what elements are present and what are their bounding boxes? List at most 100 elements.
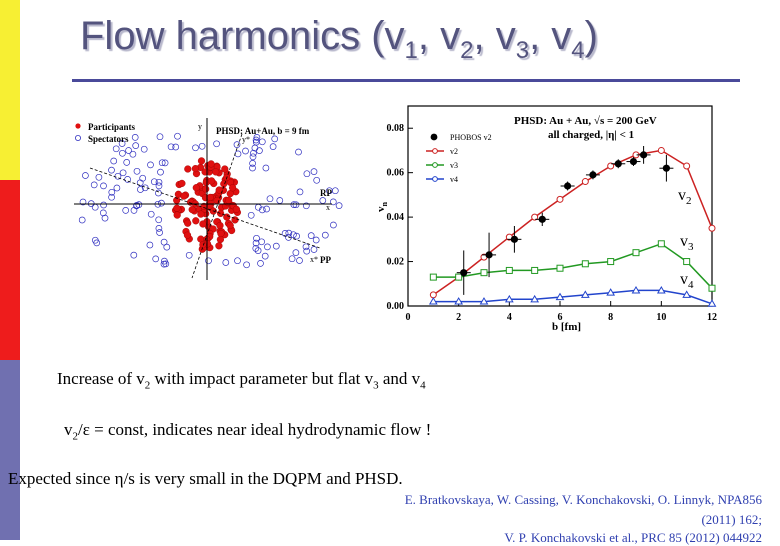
legend-spectators: Spectators: [88, 134, 129, 144]
spectator-nucleon: [146, 241, 154, 249]
participant-nucleon: [191, 164, 200, 173]
rp-label: RP: [320, 188, 332, 198]
spectator-nucleon: [281, 230, 289, 237]
x-tick-label: 0: [406, 312, 411, 323]
spectator-nucleon: [313, 176, 321, 184]
spectator-nucleon: [233, 141, 241, 148]
spectator-nucleon: [129, 150, 137, 158]
spectator-nucleon: [253, 234, 260, 242]
participant-nucleon: [180, 192, 188, 200]
x-tick-label: 2: [456, 312, 461, 323]
series-line-v3: [433, 242, 713, 289]
spectator-nucleon: [78, 216, 86, 224]
spectator-nucleon: [205, 257, 212, 265]
participant-nucleon: [184, 219, 192, 227]
spectator-nucleon: [295, 148, 302, 156]
sidebar-yellow-block: [0, 0, 20, 180]
spectator-nucleon: [312, 236, 320, 244]
spectator-nucleon: [101, 214, 109, 222]
spectator-nucleon: [155, 216, 163, 224]
chart-title: PHSD: Au + Au, √s = 200 GeV: [514, 115, 657, 127]
spectator-nucleon: [256, 147, 263, 154]
series-point-v3: [657, 240, 665, 248]
spectator-nucleon: [302, 202, 310, 210]
spectator-nucleon: [140, 145, 148, 153]
spectator-nucleon: [113, 184, 121, 192]
spectator-nucleon: [321, 231, 329, 239]
participant-nucleon: [199, 241, 207, 249]
participant-nucleon: [173, 211, 181, 219]
reference-line-1: E. Bratkovskaya, W. Cassing, V. Konchako…: [404, 492, 762, 507]
spectator-nucleon: [156, 133, 164, 141]
spectator-nucleon: [192, 144, 199, 152]
spectator-nucleon: [91, 203, 99, 211]
spectator-nucleon: [119, 169, 127, 177]
participant-nucleon: [212, 168, 220, 176]
curve-label-v2: v2: [678, 187, 692, 207]
axis-xstar-label: x*: [310, 255, 318, 264]
spectator-nucleon: [158, 199, 165, 207]
series-point-v2: [429, 291, 437, 299]
axis-x-label: x: [326, 203, 330, 212]
series-point-v4: [606, 288, 616, 296]
spectator-nucleon: [155, 225, 163, 232]
spectator-nucleon: [307, 232, 315, 239]
spectator-nucleon: [91, 236, 99, 244]
participant-nucleon: [216, 235, 225, 244]
y-axis-label: vn: [375, 202, 389, 213]
spectator-nucleon: [310, 168, 318, 175]
spectator-nucleon: [108, 188, 116, 196]
vn-chart: 0 2 4 6 8 10 12 0.00 0.02 0.04 0.06 0.08 PHSD: Au +…: [375, 105, 717, 333]
spectator-nucleon: [319, 197, 327, 204]
spectator-nucleon: [250, 149, 257, 157]
spectator-nucleon: [252, 136, 260, 144]
spectator-nucleon: [234, 150, 242, 158]
spectator-nucleon: [252, 239, 260, 247]
series-line-v4: [433, 289, 713, 305]
participant-nucleon: [217, 209, 225, 218]
series-point-v4: [530, 294, 540, 303]
x-axis-label: b [fm]: [552, 321, 581, 333]
reference-line-3: V. P. Konchakovski et al., PRC 85 (2012)…: [504, 530, 762, 545]
participant-nucleon: [226, 221, 234, 230]
text-line-const: v2/ε = const, indicates near ideal hydro…: [64, 420, 432, 443]
spectator-nucleon: [163, 243, 171, 251]
spectator-nucleon: [252, 245, 260, 252]
spectator-nucleon: [222, 259, 230, 266]
spectator-nucleon: [290, 201, 298, 208]
spectator-nucleon: [162, 260, 170, 268]
spectator-nucleon: [213, 140, 220, 148]
legend-marker: [432, 176, 438, 182]
spectator-nucleon: [185, 251, 193, 259]
spectator-nucleon: [112, 145, 120, 153]
spectator-nucleon: [285, 234, 292, 241]
spectator-nucleon: [90, 181, 98, 189]
spectator-nucleon: [310, 246, 318, 253]
series-point-v4: [707, 299, 717, 307]
svg-text:vn: vn: [375, 202, 389, 213]
participant-nucleon: [217, 229, 225, 238]
spectator-nucleon: [156, 229, 163, 236]
x-tick-label: 6: [558, 312, 563, 323]
spectator-nucleon: [234, 257, 241, 265]
spectator-nucleon: [137, 186, 144, 193]
spectator-nucleon: [335, 202, 343, 209]
legend-participants: Participants: [88, 122, 135, 132]
spectator-nucleon: [254, 247, 262, 254]
participant-nucleon: [188, 205, 196, 214]
nucleon-cloud: [78, 132, 343, 269]
participant-nucleon: [225, 196, 233, 204]
series-point-v4: [580, 290, 590, 298]
spectator-nucleon: [108, 166, 115, 174]
spectator-nucleon: [172, 143, 180, 151]
text-line-expected: Expected since η/s is very small in the …: [8, 469, 403, 488]
series-point-v4: [479, 297, 489, 305]
legend-marker: [432, 162, 438, 168]
spectator-nucleon: [296, 257, 303, 264]
spectator-nucleon: [303, 170, 311, 178]
spectator-nucleon: [141, 184, 149, 192]
series-point-v2: [531, 213, 539, 221]
participant-nucleon: [173, 204, 181, 212]
y-tick-label: 0.02: [387, 257, 405, 268]
spectator-nucleon: [152, 255, 160, 263]
